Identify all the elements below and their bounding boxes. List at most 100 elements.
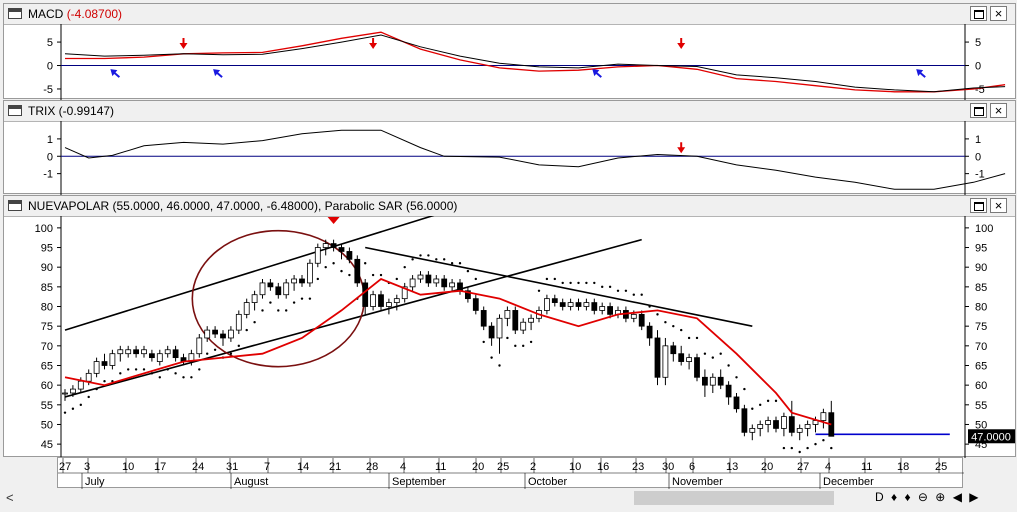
candle-body bbox=[322, 243, 329, 248]
candle-body bbox=[62, 392, 68, 395]
candle-body bbox=[156, 353, 163, 362]
signal-arrow-down-head bbox=[369, 43, 378, 49]
candle-body bbox=[148, 353, 155, 359]
price-titlebar: NUEVAPOLAR (55.0000, 46.0000, 47.0000, -… bbox=[4, 196, 1015, 217]
sar-dot bbox=[727, 364, 730, 367]
sar-dot bbox=[308, 297, 312, 300]
candle-body bbox=[314, 247, 321, 264]
candle-body bbox=[591, 302, 598, 311]
sar-dot bbox=[411, 258, 414, 261]
sar-dot bbox=[506, 336, 509, 340]
sar-dot bbox=[585, 281, 588, 285]
candle-body bbox=[299, 278, 305, 284]
sar-dot bbox=[300, 297, 304, 300]
candle-body bbox=[235, 313, 242, 331]
y-tick-label-right: -1 bbox=[975, 169, 985, 181]
candle-body bbox=[283, 282, 290, 296]
candle-body bbox=[362, 282, 369, 307]
month-label: July bbox=[85, 476, 105, 488]
chart-navigation-buttons[interactable]: D ♦ ♦ ⊖ ⊕ ◀ ▶ bbox=[875, 490, 981, 504]
close-button[interactable]: × bbox=[990, 6, 1007, 21]
day-label: 20 bbox=[761, 461, 773, 473]
signal-arrow-down-head bbox=[677, 43, 686, 49]
candle-body bbox=[227, 329, 234, 339]
maximize-button[interactable] bbox=[970, 103, 987, 118]
sar-dot bbox=[743, 387, 746, 391]
day-label: 20 bbox=[472, 461, 484, 473]
day-label: 4 bbox=[400, 461, 406, 473]
month-label: September bbox=[392, 476, 446, 488]
day-label: 6 bbox=[689, 461, 695, 473]
candle-body bbox=[717, 376, 724, 386]
sar-dot bbox=[395, 277, 398, 281]
sar-dot bbox=[798, 450, 801, 454]
sar-dot bbox=[182, 376, 185, 379]
candle-body bbox=[733, 396, 740, 410]
maximize-button[interactable] bbox=[970, 198, 987, 213]
sar-dot bbox=[229, 352, 233, 355]
candle-body bbox=[607, 306, 613, 315]
candle-body bbox=[220, 333, 226, 339]
close-button[interactable]: × bbox=[990, 103, 1007, 118]
annotation-ellipse bbox=[191, 229, 366, 368]
scroll-left-icon[interactable]: < bbox=[6, 490, 14, 505]
candle-body bbox=[338, 247, 345, 252]
trix-chart: 1 1 0 0 -1 -1 bbox=[43, 121, 1006, 195]
sar-dot bbox=[687, 336, 691, 340]
sar-dot bbox=[830, 446, 833, 450]
y-tick-label-right: 90 bbox=[975, 262, 987, 274]
y-tick-label-left: 75 bbox=[41, 321, 53, 333]
candle-body bbox=[93, 361, 100, 374]
day-label: 17 bbox=[154, 461, 166, 473]
sar-dot bbox=[190, 376, 193, 379]
day-label: 14 bbox=[297, 461, 309, 473]
sar-dot bbox=[703, 352, 707, 355]
candle-body bbox=[212, 329, 219, 335]
y-tick-label-right: 60 bbox=[975, 380, 987, 392]
sar-dot bbox=[774, 399, 778, 403]
candle-body bbox=[496, 317, 503, 339]
candle-body bbox=[346, 251, 353, 260]
maximize-button[interactable] bbox=[970, 6, 987, 21]
candle-body bbox=[243, 302, 250, 315]
signal-arrow-down-head bbox=[179, 43, 188, 49]
y-tick-label-left: 0 bbox=[47, 61, 53, 73]
time-axis-labels: 27 3 10 17 24 31 7 14 21 28 4 11 20 25 2 10 16 23 30 6 13 20 2… bbox=[58, 458, 964, 489]
scrollbar-thumb[interactable] bbox=[634, 491, 834, 505]
candle-body bbox=[488, 325, 495, 339]
day-label: 11 bbox=[861, 461, 872, 473]
sar-dot bbox=[545, 277, 549, 281]
candle-body bbox=[354, 258, 361, 284]
sar-dot bbox=[237, 344, 240, 348]
trix-line bbox=[64, 129, 1006, 190]
sar-dot bbox=[450, 262, 454, 265]
candle-body bbox=[749, 428, 756, 433]
close-button[interactable]: × bbox=[990, 198, 1007, 213]
sar-dot bbox=[245, 328, 248, 332]
sar-dot bbox=[269, 301, 272, 304]
candle-body bbox=[417, 274, 424, 280]
candle-body bbox=[765, 420, 771, 425]
signal-arrow-up-head bbox=[916, 69, 924, 77]
sar-dot bbox=[601, 285, 604, 289]
sar-dot bbox=[790, 446, 793, 450]
sar-dot bbox=[435, 258, 438, 261]
candle-body bbox=[544, 298, 550, 311]
candle-body bbox=[330, 243, 337, 248]
candle-body bbox=[472, 298, 479, 311]
panel-window-icon bbox=[8, 8, 22, 19]
sar-dot bbox=[474, 277, 477, 281]
candle-body bbox=[702, 376, 708, 386]
day-label: 7 bbox=[264, 461, 270, 473]
candle-body bbox=[141, 349, 147, 355]
y-tick-label-left: 1 bbox=[47, 134, 53, 146]
sar-dot bbox=[261, 309, 264, 312]
sar-dot bbox=[458, 262, 462, 265]
sar-dot bbox=[632, 293, 635, 296]
horizontal-scrollbar[interactable]: < D ♦ ♦ ⊖ ⊕ ◀ ▶ bbox=[0, 490, 1017, 512]
panel-window-icon bbox=[8, 200, 22, 211]
macd-title: MACD (-4.08700) bbox=[28, 7, 123, 21]
sar-dot bbox=[150, 372, 154, 375]
macd-signal-line bbox=[65, 31, 1006, 93]
sar-dot bbox=[711, 356, 714, 359]
